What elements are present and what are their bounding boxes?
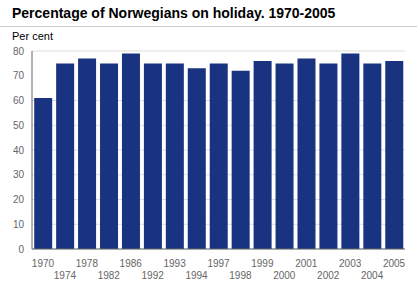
svg-text:20: 20 bbox=[13, 194, 25, 205]
svg-text:2000: 2000 bbox=[273, 270, 296, 281]
svg-text:80: 80 bbox=[13, 46, 25, 57]
svg-text:10: 10 bbox=[13, 219, 25, 230]
html-text:Percentage of Norwegians on ho: Percentage of Norwegians on holiday. 197… bbox=[12, 5, 336, 21]
svg-text:1986: 1986 bbox=[120, 258, 143, 269]
svg-text:1997: 1997 bbox=[207, 258, 230, 269]
svg-text:1999: 1999 bbox=[251, 258, 274, 269]
svg-text:0: 0 bbox=[18, 244, 24, 255]
svg-text:30: 30 bbox=[13, 169, 25, 180]
svg-text:60: 60 bbox=[13, 95, 25, 106]
svg-text:1992: 1992 bbox=[142, 270, 165, 281]
svg-text:1982: 1982 bbox=[98, 270, 121, 281]
svg-text:1970: 1970 bbox=[32, 258, 55, 269]
html-text:Per cent: Per cent bbox=[12, 30, 53, 42]
svg-text:1978: 1978 bbox=[76, 258, 99, 269]
svg-text:50: 50 bbox=[13, 120, 25, 131]
svg-text:2001: 2001 bbox=[295, 258, 318, 269]
svg-text:2005: 2005 bbox=[383, 258, 406, 269]
svg-text:2003: 2003 bbox=[339, 258, 362, 269]
svg-text:1993: 1993 bbox=[163, 258, 186, 269]
svg-text:2004: 2004 bbox=[361, 270, 384, 281]
svg-text:1974: 1974 bbox=[54, 270, 77, 281]
svg-text:1994: 1994 bbox=[185, 270, 208, 281]
svg-text:2002: 2002 bbox=[317, 270, 340, 281]
svg-text:40: 40 bbox=[13, 145, 25, 156]
svg-text:1998: 1998 bbox=[229, 270, 252, 281]
svg-text:70: 70 bbox=[13, 70, 25, 81]
